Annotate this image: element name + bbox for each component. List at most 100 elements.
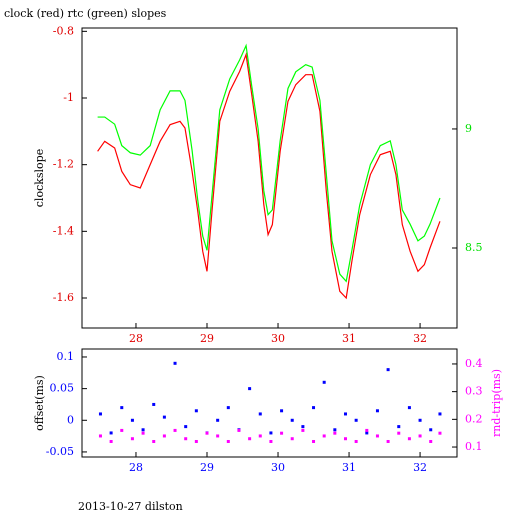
scatter-point	[269, 431, 273, 435]
x-tick-label: 28	[129, 332, 143, 345]
y-tick-label: -1	[63, 91, 74, 104]
scatter-point	[258, 412, 262, 416]
scatter-point	[375, 409, 379, 413]
scatter-point	[333, 431, 337, 435]
plot-frame	[81, 27, 458, 329]
scatter-point	[322, 434, 326, 438]
scatter-point	[280, 431, 284, 435]
scatter-point	[407, 437, 411, 441]
y-tick-label: -1.6	[53, 291, 74, 304]
y2-tick-label: 0.3	[465, 385, 483, 398]
y-tick-label: -1.2	[53, 158, 74, 171]
scatter-point	[173, 361, 177, 365]
scatter-point	[226, 406, 230, 410]
y-tick-label: -0.8	[53, 24, 74, 37]
scatter-point	[418, 434, 422, 438]
scatter-point	[280, 409, 284, 413]
scatter-point	[226, 439, 230, 443]
scatter-point	[120, 406, 124, 410]
scatter-point	[194, 439, 198, 443]
scatter-point	[290, 418, 294, 422]
scatter-point	[438, 412, 442, 416]
scatter-point	[184, 437, 188, 441]
scatter-point	[194, 409, 198, 413]
scatter-point	[109, 439, 113, 443]
scatter-point	[216, 418, 220, 422]
scatter-point	[141, 428, 145, 432]
scatter-point	[162, 434, 166, 438]
scatter-point	[386, 439, 390, 443]
x-tick-label: 32	[413, 461, 427, 474]
scatter-point	[109, 431, 113, 435]
scatter-point	[130, 418, 134, 422]
chart-title: clock (red) rtc (green) slopes	[4, 7, 167, 20]
scatter-point	[397, 431, 401, 435]
scatter-point	[375, 434, 379, 438]
y2-tick-label: 0.2	[465, 412, 483, 425]
y-tick-label: -1.4	[53, 224, 74, 237]
scatter-point	[152, 402, 156, 406]
scatter-point	[290, 437, 294, 441]
scatter-point	[269, 439, 273, 443]
y2-axis-label: rnd-trip(ms)	[490, 369, 503, 437]
y-axis-label: clockslope	[33, 149, 46, 207]
x-tick-label: 30	[271, 461, 285, 474]
scatter-point	[365, 428, 369, 432]
y-tick-label: 0.1	[57, 350, 75, 363]
scatter-point	[312, 439, 316, 443]
scatter-point	[354, 439, 358, 443]
series-line	[97, 52, 441, 300]
x-tick-label: 31	[342, 461, 356, 474]
scatter-point	[407, 406, 411, 410]
series-line	[97, 43, 441, 283]
scatter-point	[301, 428, 305, 432]
y-axis-label: offset(ms)	[33, 375, 46, 431]
x-tick-label: 29	[200, 332, 214, 345]
scatter-point	[237, 428, 241, 432]
scatter-point	[216, 434, 220, 438]
scatter-point	[343, 437, 347, 441]
x-tick-label: 32	[413, 332, 427, 345]
scatter-point	[429, 428, 433, 432]
scatter-point	[141, 431, 145, 435]
x-tick-label: 28	[129, 461, 143, 474]
scatter-point	[301, 425, 305, 429]
scatter-point	[173, 428, 177, 432]
scatter-point	[418, 418, 422, 422]
scatter-point	[248, 387, 252, 391]
y2-tick-label: 9	[465, 122, 472, 135]
scatter-point	[386, 368, 390, 372]
y2-tick-label: 8.5	[465, 241, 483, 254]
scatter-point	[312, 406, 316, 410]
scatter-point	[343, 412, 347, 416]
scatter-point	[130, 437, 134, 441]
scatter-point	[438, 431, 442, 435]
y2-tick-label: 0.4	[465, 357, 483, 370]
footer: 2013-10-27 dilston	[78, 500, 183, 512]
scatter-point	[248, 437, 252, 441]
scatter-point	[152, 439, 156, 443]
y-tick-label: 0	[67, 413, 74, 426]
y-tick-label: -0.05	[46, 445, 74, 458]
scatter-point	[162, 415, 166, 419]
scatter-point	[258, 434, 262, 438]
scatter-point	[98, 412, 102, 416]
scatter-point	[429, 439, 433, 443]
x-tick-label: 30	[271, 332, 285, 345]
scatter-point	[98, 434, 102, 438]
x-tick-label: 29	[200, 461, 214, 474]
plot-frame	[81, 348, 458, 458]
scatter-point	[354, 418, 358, 422]
x-tick-label: 31	[342, 332, 356, 345]
scatter-point	[365, 431, 369, 435]
scatter-point	[205, 431, 209, 435]
y2-tick-label: 0.1	[465, 440, 483, 453]
scatter-point	[322, 380, 326, 384]
scatter-point	[397, 425, 401, 429]
scatter-point	[120, 428, 124, 432]
scatter-point	[333, 428, 337, 432]
scatter-point	[184, 425, 188, 429]
y-tick-label: 0.05	[50, 382, 75, 395]
